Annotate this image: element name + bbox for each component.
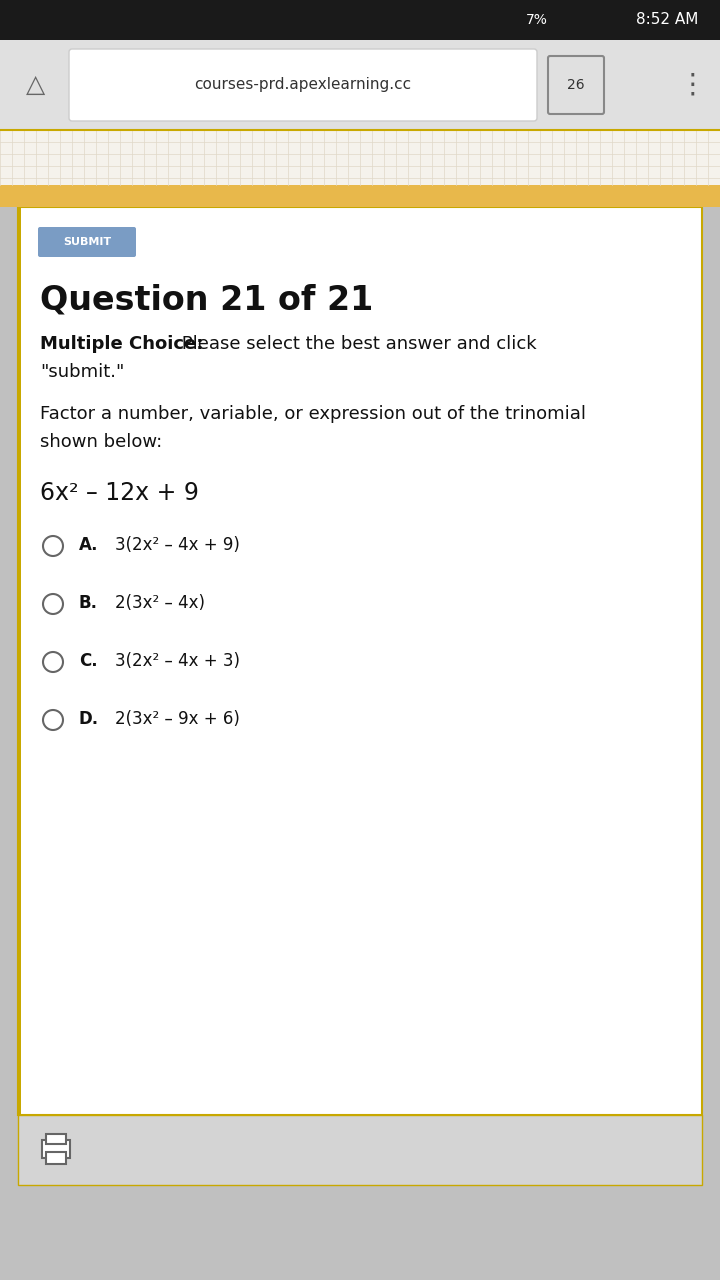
Text: "submit.": "submit.": [40, 364, 125, 381]
Text: 8:52 AM: 8:52 AM: [636, 13, 698, 27]
Text: Factor a number, variable, or expression out of the trinomial: Factor a number, variable, or expression…: [40, 404, 586, 422]
Text: 2(3x² – 4x): 2(3x² – 4x): [115, 594, 205, 612]
Bar: [42, 1140, 70, 1158]
Text: SUBMIT: SUBMIT: [63, 237, 111, 247]
Bar: [18, 207, 21, 1115]
Bar: [46, 1152, 66, 1164]
Text: A.: A.: [79, 536, 99, 554]
Text: Question 21 of 21: Question 21 of 21: [40, 283, 373, 316]
Text: shown below:: shown below:: [40, 433, 162, 451]
Text: Multiple Choice:: Multiple Choice:: [40, 335, 203, 353]
FancyBboxPatch shape: [38, 227, 136, 257]
Text: 2(3x² – 9x + 6): 2(3x² – 9x + 6): [115, 710, 240, 728]
Bar: [0, 40, 720, 131]
Text: D.: D.: [79, 710, 99, 728]
Text: C.: C.: [79, 652, 98, 669]
Bar: [18, 207, 702, 1115]
Bar: [0, 0, 720, 40]
Bar: [18, 1115, 702, 1185]
Text: 7%: 7%: [526, 13, 547, 27]
Text: △: △: [27, 73, 45, 97]
FancyBboxPatch shape: [69, 49, 537, 122]
FancyBboxPatch shape: [548, 56, 604, 114]
Text: 26: 26: [567, 78, 585, 92]
Text: 3(2x² – 4x + 3): 3(2x² – 4x + 3): [115, 652, 240, 669]
Bar: [46, 1134, 66, 1144]
Text: 6x² – 12x + 9: 6x² – 12x + 9: [40, 481, 199, 506]
Text: 3(2x² – 4x + 9): 3(2x² – 4x + 9): [115, 536, 240, 554]
Bar: [0, 1185, 720, 1280]
Text: ⋮: ⋮: [678, 70, 706, 99]
Text: Please select the best answer and click: Please select the best answer and click: [176, 335, 536, 353]
Text: B.: B.: [79, 594, 98, 612]
Text: courses-prd.apexlearning.cc: courses-prd.apexlearning.cc: [194, 78, 412, 92]
Bar: [0, 186, 720, 207]
Bar: [0, 131, 720, 186]
